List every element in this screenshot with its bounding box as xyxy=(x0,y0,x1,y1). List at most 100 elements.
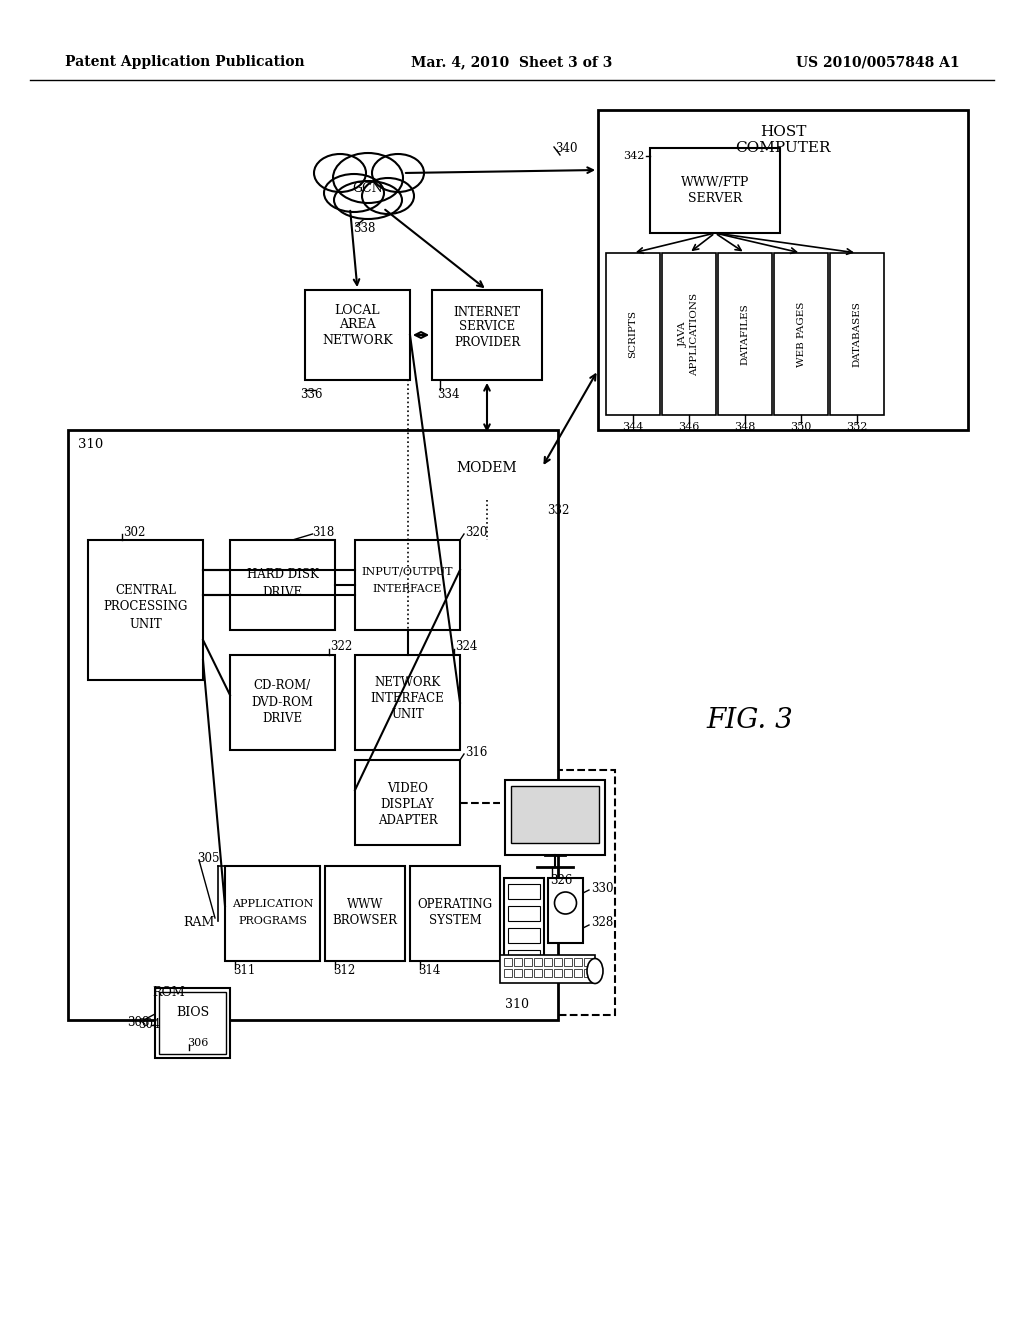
Text: ROM: ROM xyxy=(153,986,185,999)
Text: WWW/FTP: WWW/FTP xyxy=(681,176,750,189)
Bar xyxy=(355,540,460,630)
Text: 306: 306 xyxy=(187,1038,209,1048)
Text: DRIVE: DRIVE xyxy=(262,713,302,726)
Text: UNIT: UNIT xyxy=(129,618,162,631)
Text: CD-ROM/: CD-ROM/ xyxy=(254,678,311,692)
Bar xyxy=(548,878,583,942)
Bar xyxy=(511,785,599,843)
Bar xyxy=(564,969,572,977)
Bar xyxy=(554,958,562,966)
Bar xyxy=(544,969,552,977)
Text: WEB PAGES: WEB PAGES xyxy=(797,301,806,367)
Bar xyxy=(524,958,532,966)
Text: Mar. 4, 2010  Sheet 3 of 3: Mar. 4, 2010 Sheet 3 of 3 xyxy=(412,55,612,69)
Text: 352: 352 xyxy=(846,422,867,432)
Text: UNIT: UNIT xyxy=(391,709,424,722)
Bar xyxy=(564,958,572,966)
Bar xyxy=(355,760,460,845)
Text: HOST: HOST xyxy=(760,125,806,139)
Text: PROVIDER: PROVIDER xyxy=(454,335,520,348)
Bar xyxy=(514,969,522,977)
Bar xyxy=(544,958,552,966)
Text: 302: 302 xyxy=(123,525,145,539)
Text: 310: 310 xyxy=(505,998,529,1011)
Text: BROWSER: BROWSER xyxy=(333,915,397,928)
Text: MODEM: MODEM xyxy=(457,461,517,474)
Bar xyxy=(508,950,540,965)
Bar xyxy=(505,780,605,855)
Text: 334: 334 xyxy=(437,388,460,400)
Ellipse shape xyxy=(372,154,424,191)
Bar xyxy=(598,110,968,430)
Ellipse shape xyxy=(362,178,414,214)
Bar xyxy=(534,958,542,966)
Text: INPUT/OUTPUT: INPUT/OUTPUT xyxy=(361,568,454,577)
Text: DATABASES: DATABASES xyxy=(853,301,861,367)
Text: 330: 330 xyxy=(591,882,613,895)
Text: INTERFACE: INTERFACE xyxy=(371,693,444,705)
Bar xyxy=(534,969,542,977)
Text: 312: 312 xyxy=(333,965,355,978)
Bar xyxy=(508,906,540,921)
Text: PROCESSING: PROCESSING xyxy=(103,601,187,614)
Text: 308: 308 xyxy=(128,1016,150,1030)
Ellipse shape xyxy=(324,174,384,213)
Bar xyxy=(500,954,595,983)
Bar xyxy=(514,958,522,966)
Text: NETWORK: NETWORK xyxy=(323,334,393,346)
Text: ADAPTER: ADAPTER xyxy=(378,813,437,826)
Ellipse shape xyxy=(333,153,403,203)
Bar xyxy=(774,253,828,414)
Bar xyxy=(508,928,540,942)
Bar xyxy=(574,969,582,977)
Bar xyxy=(584,958,592,966)
Text: APPLICATION: APPLICATION xyxy=(231,899,313,909)
Bar xyxy=(355,655,460,750)
Text: 324: 324 xyxy=(455,640,477,653)
Bar xyxy=(662,253,716,414)
Text: 342: 342 xyxy=(624,150,645,161)
Text: JAVA
APPLICATIONS: JAVA APPLICATIONS xyxy=(679,293,698,376)
Bar xyxy=(410,866,500,961)
Text: 344: 344 xyxy=(623,422,644,432)
Circle shape xyxy=(555,892,577,913)
Text: 322: 322 xyxy=(330,640,352,653)
Text: 320: 320 xyxy=(465,525,487,539)
Text: RAM: RAM xyxy=(183,916,215,929)
Text: NETWORK: NETWORK xyxy=(375,676,440,689)
Text: COMPUTER: COMPUTER xyxy=(735,141,830,154)
Text: 314: 314 xyxy=(418,965,440,978)
Text: Patent Application Publication: Patent Application Publication xyxy=(65,55,304,69)
Bar xyxy=(508,884,540,899)
Bar xyxy=(325,866,406,961)
Text: SCRIPTS: SCRIPTS xyxy=(629,310,638,358)
Text: FIG. 3: FIG. 3 xyxy=(707,706,794,734)
Bar xyxy=(584,969,592,977)
Text: 305: 305 xyxy=(197,851,219,865)
Bar xyxy=(305,290,410,380)
Text: 348: 348 xyxy=(734,422,756,432)
Bar xyxy=(554,969,562,977)
Bar xyxy=(524,969,532,977)
Text: HARD DISK: HARD DISK xyxy=(247,569,318,582)
Text: 350: 350 xyxy=(791,422,812,432)
Bar xyxy=(718,253,772,414)
Text: 326: 326 xyxy=(550,874,572,887)
Bar xyxy=(606,253,660,414)
Text: 338: 338 xyxy=(353,222,376,235)
Ellipse shape xyxy=(587,958,603,983)
Text: GCN: GCN xyxy=(352,181,383,194)
Text: 336: 336 xyxy=(300,388,323,400)
Bar xyxy=(155,987,230,1059)
Text: DATAFILES: DATAFILES xyxy=(740,304,750,364)
Bar xyxy=(432,436,542,500)
Text: 311: 311 xyxy=(233,965,255,978)
Text: 304: 304 xyxy=(138,1018,161,1031)
Bar xyxy=(230,655,335,750)
Ellipse shape xyxy=(314,154,366,191)
Text: DVD-ROM: DVD-ROM xyxy=(252,696,313,709)
Text: 310: 310 xyxy=(78,437,103,450)
Ellipse shape xyxy=(334,181,402,219)
Bar xyxy=(230,540,335,630)
Text: DISPLAY: DISPLAY xyxy=(381,797,434,810)
